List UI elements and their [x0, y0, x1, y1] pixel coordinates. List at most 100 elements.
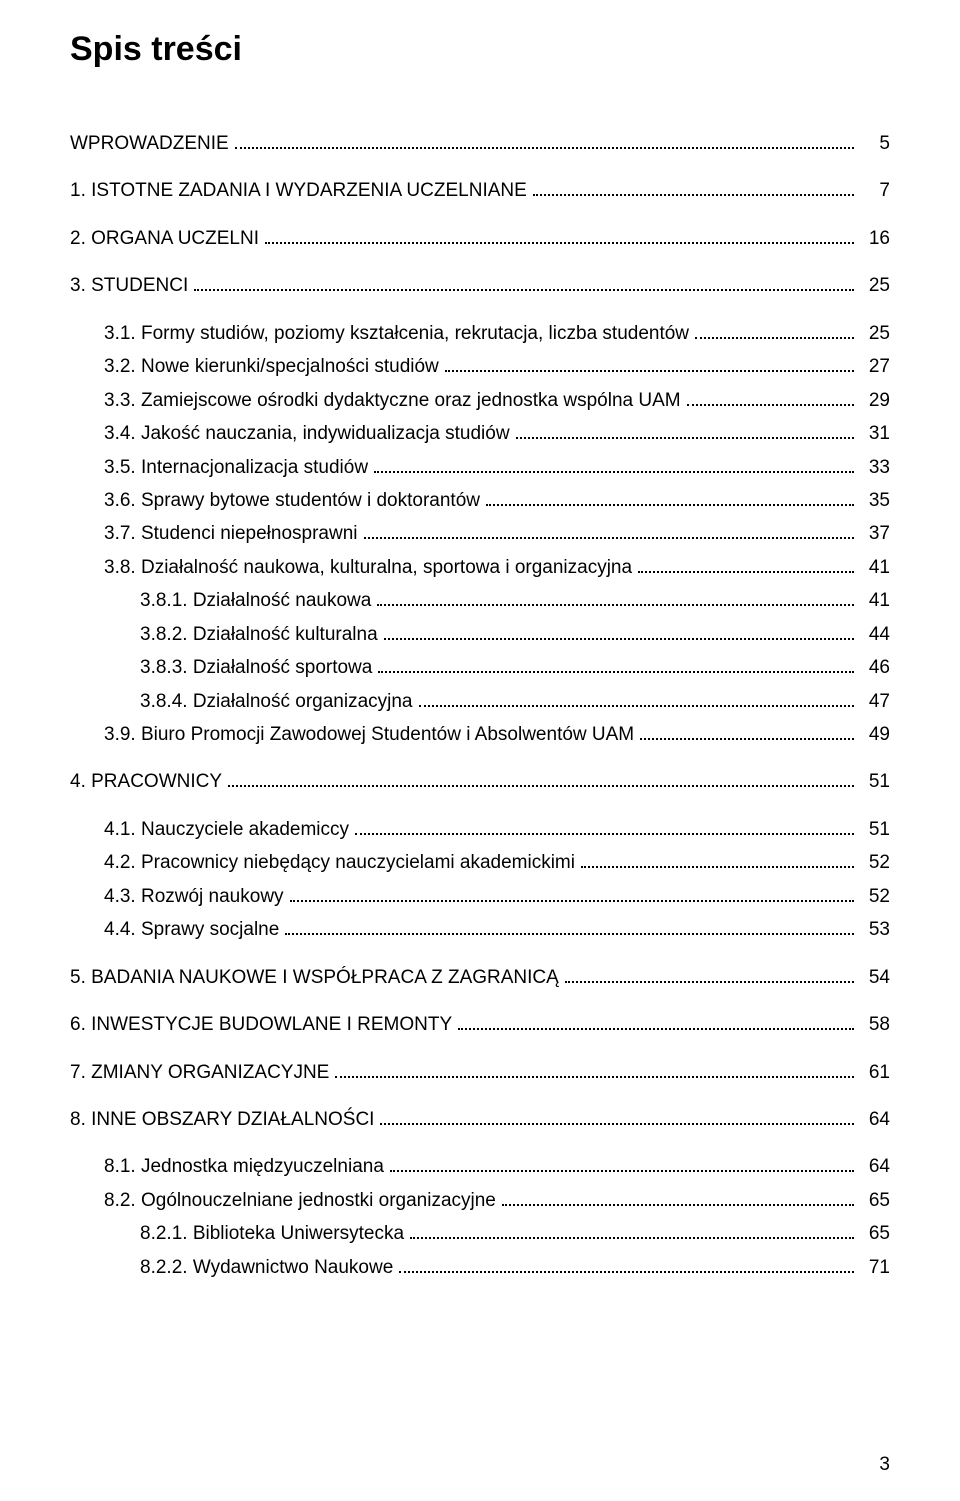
toc-row: 4.3. Rozwój naukowy 52	[70, 882, 890, 911]
toc-dots	[565, 981, 854, 983]
table-of-contents: WPROWADZENIE 5 1. ISTOTNE ZADANIA I WYDARZ…	[70, 129, 890, 1282]
toc-dots	[194, 289, 854, 291]
toc-row: 4. PRACOWNICY 51	[70, 767, 890, 796]
toc-dots	[285, 933, 854, 935]
toc-page: 25	[860, 271, 890, 300]
toc-page: 33	[860, 453, 890, 482]
toc-dots	[390, 1170, 854, 1172]
toc-label: 3.5. Internacjonalizacja studiów	[104, 453, 368, 482]
toc-row: 3.3. Zamiejscowe ośrodki dydaktyczne ora…	[70, 386, 890, 415]
toc-page: 44	[860, 620, 890, 649]
toc-label: WPROWADZENIE	[70, 129, 229, 158]
toc-row: 3.6. Sprawy bytowe studentów i doktorant…	[70, 486, 890, 515]
toc-dots	[533, 194, 854, 196]
toc-dots	[235, 147, 854, 149]
toc-label: 2. ORGANA UCZELNI	[70, 224, 259, 253]
toc-label: 3.8.1. Działalność naukowa	[140, 586, 371, 615]
toc-page: 54	[860, 963, 890, 992]
toc-row: 2. ORGANA UCZELNI 16	[70, 224, 890, 253]
toc-row: 7. ZMIANY ORGANIZACYJNE61	[70, 1058, 890, 1087]
toc-page: 52	[860, 848, 890, 877]
toc-row: 4.1. Nauczyciele akademiccy 51	[70, 815, 890, 844]
toc-label: 3.2. Nowe kierunki/specjalności studiów	[104, 352, 439, 381]
toc-page: 65	[860, 1219, 890, 1248]
toc-dots	[638, 571, 854, 573]
toc-page: 65	[860, 1186, 890, 1215]
toc-label: 5. BADANIA NAUKOWE I WSPÓŁPRACA Z ZAGRAN…	[70, 963, 559, 992]
toc-dots	[378, 671, 854, 673]
page: Spis treści WPROWADZENIE 5 1. ISTOTNE ZADA…	[0, 0, 960, 1501]
toc-label: 3.8. Działalność naukowa, kulturalna, sp…	[104, 553, 632, 582]
toc-label: 6. INWESTYCJE BUDOWLANE I REMONTY	[70, 1010, 452, 1039]
toc-row: 3.8.3. Działalność sportowa46	[70, 653, 890, 682]
toc-row: 3.4. Jakość nauczania, indywidualizacja …	[70, 419, 890, 448]
toc-row: 3.2. Nowe kierunki/specjalności studiów 2…	[70, 352, 890, 381]
toc-label: 4.2. Pracownicy niebędący nauczycielami …	[104, 848, 575, 877]
toc-row: 1. ISTOTNE ZADANIA I WYDARZENIA UCZELNIA…	[70, 176, 890, 205]
toc-row: 3.1. Formy studiów, poziomy kształcenia,…	[70, 319, 890, 348]
toc-label: 3.7. Studenci niepełnosprawni	[104, 519, 358, 548]
toc-dots	[335, 1076, 854, 1078]
toc-label: 3.8.2. Działalność kulturalna	[140, 620, 378, 649]
toc-label: 3.8.4. Działalność organizacyjna	[140, 687, 413, 716]
toc-dots	[364, 537, 854, 539]
toc-row: 8.2.2. Wydawnictwo Naukowe71	[70, 1253, 890, 1282]
toc-row: 3.8.2. Działalność kulturalna 44	[70, 620, 890, 649]
toc-page: 25	[860, 319, 890, 348]
toc-page: 53	[860, 915, 890, 944]
toc-page: 41	[860, 586, 890, 615]
toc-page: 46	[860, 653, 890, 682]
toc-page: 52	[860, 882, 890, 911]
toc-page: 35	[860, 486, 890, 515]
toc-dots	[486, 504, 854, 506]
toc-row: 3.9. Biuro Promocji Zawodowej Studentów …	[70, 720, 890, 749]
toc-page: 5	[860, 129, 890, 158]
toc-row: 3.5. Internacjonalizacja studiów 33	[70, 453, 890, 482]
toc-dots	[581, 866, 854, 868]
toc-row: 8.2. Ogólnouczelniane jednostki organiza…	[70, 1186, 890, 1215]
toc-dots	[384, 638, 854, 640]
toc-dots	[640, 738, 854, 740]
toc-label: 3.6. Sprawy bytowe studentów i doktorant…	[104, 486, 480, 515]
toc-row: 3.8.1. Działalność naukowa 41	[70, 586, 890, 615]
toc-dots	[355, 833, 854, 835]
toc-dots	[502, 1204, 854, 1206]
toc-page: 41	[860, 553, 890, 582]
toc-label: 8.2. Ogólnouczelniane jednostki organiza…	[104, 1186, 496, 1215]
toc-dots	[377, 604, 854, 606]
toc-page: 29	[860, 386, 890, 415]
toc-dots	[410, 1237, 854, 1239]
toc-dots	[290, 900, 854, 902]
toc-page: 64	[860, 1105, 890, 1134]
toc-row: 3.7. Studenci niepełnosprawni37	[70, 519, 890, 548]
toc-page: 51	[860, 767, 890, 796]
toc-page: 71	[860, 1253, 890, 1282]
toc-page: 31	[860, 419, 890, 448]
toc-label: 8.2.1. Biblioteka Uniwersytecka	[140, 1219, 404, 1248]
toc-dots	[374, 471, 854, 473]
toc-row: WPROWADZENIE 5	[70, 129, 890, 158]
toc-row: 3. STUDENCI25	[70, 271, 890, 300]
toc-label: 4.3. Rozwój naukowy	[104, 882, 284, 911]
toc-dots	[399, 1271, 854, 1273]
toc-page: 51	[860, 815, 890, 844]
toc-label: 3.3. Zamiejscowe ośrodki dydaktyczne ora…	[104, 386, 681, 415]
toc-dots	[380, 1123, 854, 1125]
page-title: Spis treści	[70, 30, 890, 69]
toc-label: 8. INNE OBSZARY DZIAŁALNOŚCI	[70, 1105, 374, 1134]
toc-row: 4.2. Pracownicy niebędący nauczycielami …	[70, 848, 890, 877]
toc-label: 7. ZMIANY ORGANIZACYJNE	[70, 1058, 329, 1087]
toc-label: 3.9. Biuro Promocji Zawodowej Studentów …	[104, 720, 634, 749]
toc-dots	[695, 337, 854, 339]
toc-label: 4.1. Nauczyciele akademiccy	[104, 815, 349, 844]
page-number: 3	[879, 1454, 890, 1476]
toc-label: 1. ISTOTNE ZADANIA I WYDARZENIA UCZELNIA…	[70, 176, 527, 205]
toc-row: 8. INNE OBSZARY DZIAŁALNOŚCI 64	[70, 1105, 890, 1134]
toc-row: 3.8. Działalność naukowa, kulturalna, sp…	[70, 553, 890, 582]
toc-page: 27	[860, 352, 890, 381]
toc-page: 16	[860, 224, 890, 253]
toc-label: 4. PRACOWNICY	[70, 767, 222, 796]
toc-label: 4.4. Sprawy socjalne	[104, 915, 279, 944]
toc-row: 8.1. Jednostka międzyuczelniana64	[70, 1152, 890, 1181]
toc-label: 3.1. Formy studiów, poziomy kształcenia,…	[104, 319, 689, 348]
